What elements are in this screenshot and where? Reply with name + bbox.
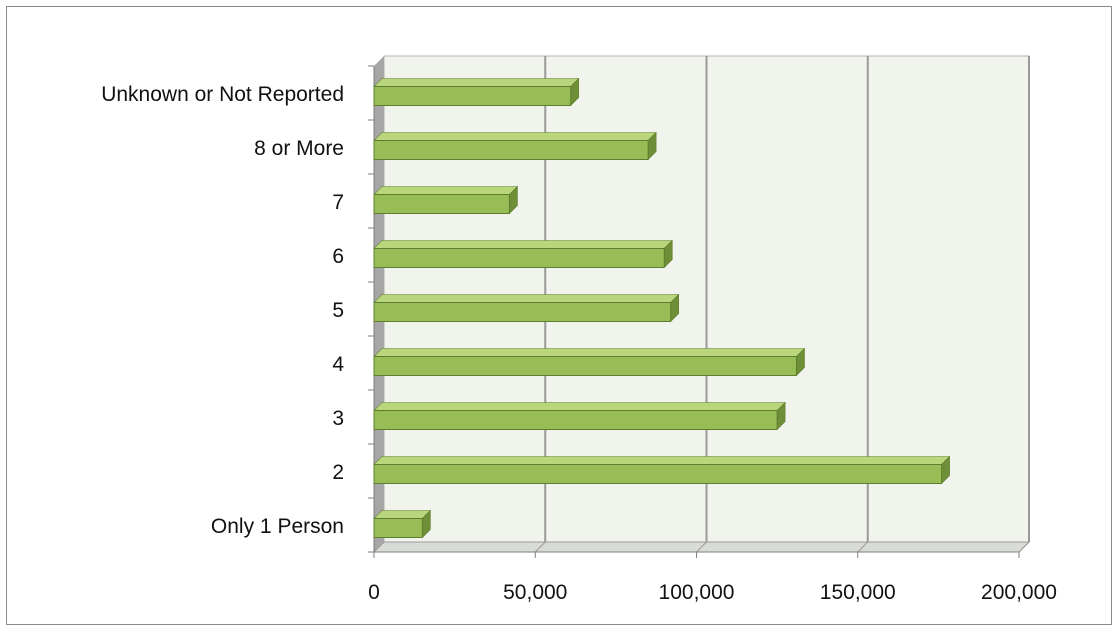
y-category-label: 5 bbox=[332, 299, 344, 322]
bar bbox=[373, 248, 665, 268]
bar-top-face bbox=[373, 132, 657, 141]
bar-top-face bbox=[373, 510, 432, 519]
bar bbox=[373, 140, 649, 160]
bar bbox=[373, 356, 797, 376]
bar bbox=[373, 86, 572, 106]
gridline-floor bbox=[534, 541, 546, 553]
bar bbox=[373, 302, 672, 322]
y-category-label: 6 bbox=[332, 245, 344, 268]
bar bbox=[373, 194, 510, 214]
gridline-floor bbox=[696, 541, 707, 553]
bar-top-face bbox=[373, 78, 580, 87]
bar-top-face bbox=[373, 456, 951, 465]
bar-top-face bbox=[373, 240, 673, 249]
gridline-floor bbox=[1018, 541, 1030, 553]
bar-top-face bbox=[373, 186, 519, 195]
bar bbox=[373, 410, 778, 430]
y-category-label: Only 1 Person bbox=[211, 515, 344, 538]
bar-top-face bbox=[373, 294, 680, 303]
y-category-label: 3 bbox=[332, 407, 344, 430]
x-tick-label: 150,000 bbox=[820, 581, 896, 604]
bar-top-face bbox=[373, 348, 806, 357]
x-tick-label: 50,000 bbox=[503, 581, 567, 604]
x-tick-label: 200,000 bbox=[981, 581, 1057, 604]
chart-frame: 0 50,000 100,000 150,000 200,000 Only 1 Perso… bbox=[6, 6, 1112, 625]
y-category-label: 8 or More bbox=[254, 137, 344, 160]
horizontal-bar-chart: 0 50,000 100,000 150,000 200,000 Only 1 Perso… bbox=[101, 55, 1057, 604]
x-tick-label: 100,000 bbox=[659, 581, 735, 604]
y-category-label: Unknown or Not Reported bbox=[101, 83, 344, 106]
x-tick-label: 0 bbox=[368, 581, 380, 604]
y-category-label: 2 bbox=[332, 461, 344, 484]
y-category-label: 4 bbox=[332, 353, 344, 376]
gridline-floor bbox=[857, 541, 869, 553]
bar-top-face bbox=[373, 402, 786, 411]
bar bbox=[373, 518, 423, 538]
y-category-label: 7 bbox=[332, 191, 344, 214]
bar bbox=[373, 464, 943, 484]
